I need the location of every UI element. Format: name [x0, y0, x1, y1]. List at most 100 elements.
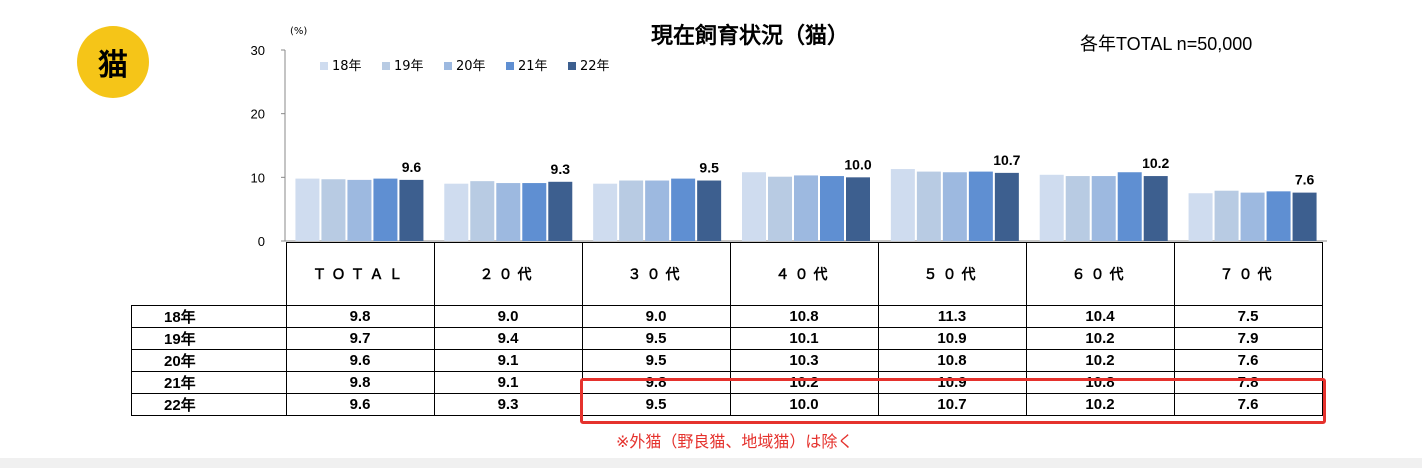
footer-bar	[0, 458, 1422, 468]
table-cell: 9.1	[433, 349, 583, 372]
bar-chart: 0 10 20 30 9.6 9.3 9.5 10.0 10.7 10.2 7.6 18年 19年 20年…	[251, 43, 1327, 249]
bar	[942, 172, 967, 241]
table-cell: 7.6	[1173, 393, 1323, 416]
row-label: 22年	[131, 393, 287, 416]
column-header: ＴＯＴＡＬ	[285, 242, 435, 306]
bar	[295, 178, 320, 241]
bar	[1188, 193, 1213, 241]
table-row: 20年 9.6 9.1 9.5 10.3 10.8 10.2 7.6	[131, 349, 1323, 372]
legend-swatch	[320, 62, 328, 70]
y-tick-label: 10	[251, 170, 265, 185]
table-cell: 9.0	[581, 305, 731, 328]
table-row: 19年 9.7 9.4 9.5 10.1 10.9 10.2 7.9	[131, 327, 1323, 350]
bar	[916, 171, 941, 241]
sample-size: 各年TOTAL n=50,000	[1080, 34, 1253, 54]
cat-badge: 猫	[77, 26, 149, 98]
row-label: 19年	[131, 327, 287, 350]
table-cell: 10.2	[1025, 349, 1175, 372]
y-tick-label: 0	[258, 234, 265, 249]
column-header: ７０代	[1173, 242, 1323, 306]
column-header: ３０代	[581, 242, 731, 306]
bar	[548, 181, 573, 241]
data-label: 10.2	[1142, 155, 1169, 171]
bar	[1214, 190, 1239, 241]
legend-label: 22年	[580, 59, 610, 74]
bar	[645, 180, 670, 241]
data-label: 9.5	[699, 160, 719, 176]
bar	[768, 176, 792, 241]
chart-title: 現在飼育状況（猫）	[650, 24, 849, 49]
table-cell: 9.0	[433, 305, 583, 328]
table-cell: 7.6	[1173, 349, 1323, 372]
bar	[994, 172, 1019, 241]
bar	[399, 179, 424, 241]
table-cell: 10.8	[877, 349, 1027, 372]
bar	[496, 183, 521, 241]
row-label: 18年	[131, 305, 287, 328]
table-corner	[131, 242, 287, 306]
legend-swatch	[506, 62, 514, 70]
table-cell: 9.4	[433, 327, 583, 350]
column-header: ６０代	[1025, 242, 1175, 306]
column-header: ５０代	[877, 242, 1027, 306]
legend-label: 18年	[332, 59, 362, 74]
bar	[1266, 191, 1291, 241]
column-header: ２０代	[433, 242, 583, 306]
table-cell: 9.6	[285, 393, 435, 416]
bar	[444, 183, 469, 241]
data-table: ＴＯＴＡＬ ２０代 ３０代 ４０代 ５０代 ６０代 ７０代 18年 9.8 9.0 9…	[131, 242, 1323, 416]
legend-swatch	[568, 62, 576, 70]
bar	[846, 177, 870, 241]
table-header-row: ＴＯＴＡＬ ２０代 ３０代 ４０代 ５０代 ６０代 ７０代	[131, 242, 1323, 306]
bar	[1091, 176, 1116, 241]
table-row: 21年 9.8 9.1 9.8 10.2 10.9 10.8 7.8	[131, 371, 1323, 394]
bar	[1240, 192, 1265, 241]
table-cell: 9.8	[285, 371, 435, 394]
y-tick-label: 30	[251, 43, 265, 58]
table-cell: 9.6	[285, 349, 435, 372]
table-cell: 10.8	[729, 305, 879, 328]
bar	[697, 180, 722, 241]
legend-label: 21年	[518, 59, 548, 74]
table-cell: 10.3	[729, 349, 879, 372]
table-cell: 10.1	[729, 327, 879, 350]
table-cell: 9.3	[433, 393, 583, 416]
bar	[1292, 192, 1317, 241]
bar	[321, 179, 346, 241]
column-header: ４０代	[729, 242, 879, 306]
table-cell: 10.7	[877, 393, 1027, 416]
legend-swatch	[444, 62, 452, 70]
bar	[742, 172, 766, 241]
bar	[671, 178, 696, 241]
bar	[1039, 174, 1064, 241]
data-label: 10.7	[993, 152, 1020, 168]
bar	[522, 183, 547, 241]
table-cell: 9.8	[285, 305, 435, 328]
bar	[820, 176, 844, 241]
row-label: 21年	[131, 371, 287, 394]
table-cell: 9.5	[581, 349, 731, 372]
highlight-box	[580, 378, 1326, 424]
bar	[1117, 172, 1142, 241]
bar	[619, 180, 644, 241]
table-cell: 10.9	[877, 327, 1027, 350]
bar	[794, 175, 818, 241]
table-cell: 9.7	[285, 327, 435, 350]
table-cell: 7.9	[1173, 327, 1323, 350]
data-label: 9.3	[551, 161, 571, 177]
data-label: 7.6	[1295, 172, 1315, 188]
table-cell: 10.4	[1025, 305, 1175, 328]
table-row: 22年 9.6 9.3 9.5 10.0 10.7 10.2 7.6	[131, 393, 1323, 416]
table-cell: 10.2	[1025, 327, 1175, 350]
table-cell: 10.2	[1025, 393, 1175, 416]
bar	[470, 181, 495, 241]
legend-label: 20年	[456, 59, 486, 74]
row-label: 20年	[131, 349, 287, 372]
bar	[968, 171, 993, 241]
table-cell: 9.5	[581, 327, 731, 350]
data-label: 9.6	[402, 159, 422, 175]
y-unit-label: (%)	[290, 26, 308, 37]
bar	[890, 169, 915, 241]
bar	[1065, 176, 1090, 241]
bar	[593, 183, 618, 241]
